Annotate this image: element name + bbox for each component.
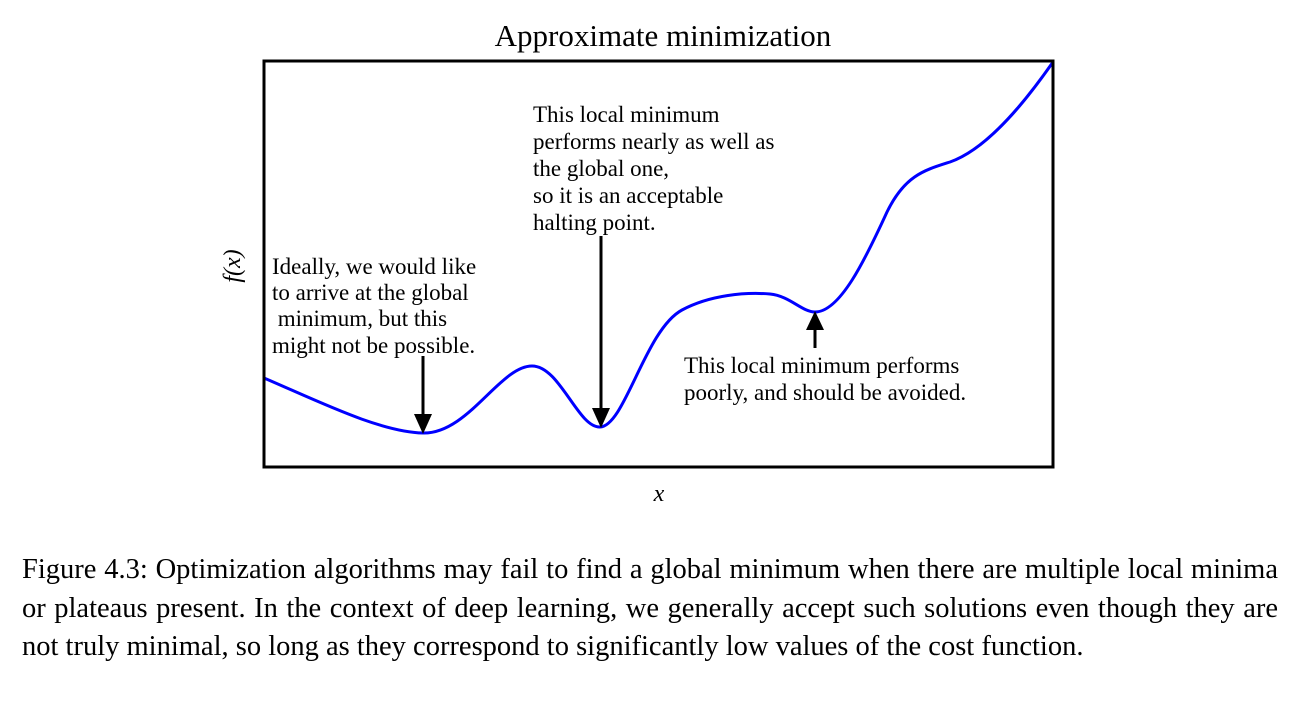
arrow-good-local-minimum xyxy=(592,236,610,428)
figure-caption: Figure 4.3: Optimization algorithms may … xyxy=(22,554,1278,662)
annotation-good-line-2: performs nearly as well as xyxy=(533,129,774,154)
annotation-good-local-minimum: This local minimum performs nearly as we… xyxy=(533,102,774,235)
annotation-good-line-4: so it is an acceptable xyxy=(533,183,723,208)
annotation-poor-line-1: This local minimum performs xyxy=(684,353,959,378)
y-axis-label: f(x) xyxy=(220,249,246,282)
arrow-poor-local-minimum xyxy=(806,311,824,348)
objective-curve xyxy=(264,61,1053,435)
annotation-good-line-5: halting point. xyxy=(533,210,656,235)
arrow-global-minimum xyxy=(414,356,432,434)
figure: Approximate minimization f(x) x Ideally,… xyxy=(220,18,1055,507)
annotation-global-line-3: minimum, but this xyxy=(272,306,447,331)
figure-title: Approximate minimization xyxy=(495,18,832,53)
annotation-global-line-2: to arrive at the global xyxy=(272,280,469,305)
plot-frame xyxy=(262,59,1055,469)
annotation-poor-local-minimum: This local minimum performs poorly, and … xyxy=(684,353,966,405)
annotation-good-line-1: This local minimum xyxy=(533,102,720,127)
annotation-global-line-1: Ideally, we would like xyxy=(272,254,476,279)
annotation-global-line-4: might not be possible. xyxy=(272,333,475,358)
annotation-good-line-3: the global one, xyxy=(533,156,669,181)
annotation-global-minimum: Ideally, we would like to arrive at the … xyxy=(272,254,476,358)
annotation-poor-line-2: poorly, and should be avoided. xyxy=(684,380,966,405)
x-axis-label: x xyxy=(653,481,665,507)
